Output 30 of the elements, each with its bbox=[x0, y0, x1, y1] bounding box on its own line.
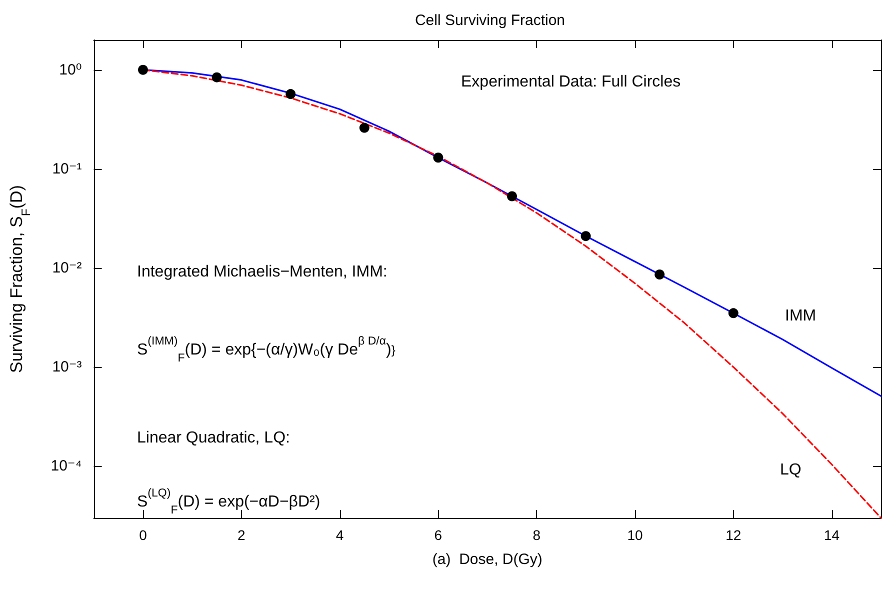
x-tick-label: 0 bbox=[139, 527, 148, 543]
point bbox=[212, 72, 222, 82]
series-label: IMM bbox=[785, 308, 816, 324]
x-axis-title: (a) Dose, D(Gy) bbox=[432, 551, 542, 568]
x-tick-label: 2 bbox=[238, 527, 246, 543]
series-label: LQ bbox=[780, 462, 802, 478]
x-tick-label: 10 bbox=[627, 527, 643, 543]
y-tick-label: 10⁻¹ bbox=[52, 160, 82, 178]
annotation: Experimental Data: Full Circles bbox=[461, 74, 681, 90]
point bbox=[507, 191, 517, 202]
point bbox=[138, 64, 148, 75]
x-tick-label: 6 bbox=[434, 527, 442, 543]
x-tick-label: 8 bbox=[532, 527, 541, 543]
y-tick-label: 10⁻² bbox=[52, 260, 82, 277]
x-tick-label: 12 bbox=[726, 527, 742, 543]
y-axis-title: Surviving Fraction, SF(D) bbox=[7, 185, 33, 373]
point bbox=[654, 270, 665, 280]
point bbox=[728, 308, 738, 318]
annotation: Linear Quadratic, LQ: bbox=[137, 430, 290, 446]
chart-title: Cell Surviving Fraction bbox=[414, 12, 566, 29]
point bbox=[433, 152, 444, 163]
x-tick-label: 4 bbox=[336, 527, 344, 543]
point bbox=[359, 122, 370, 133]
x-tick-label: 14 bbox=[824, 527, 840, 543]
y-tick-label: 10⁰ bbox=[59, 61, 82, 78]
point bbox=[580, 231, 591, 242]
annotation: Integrated Michaelis−Menten, IMM: bbox=[137, 264, 388, 280]
y-tick-label: 10⁻⁴ bbox=[50, 458, 82, 475]
y-tick-label: 10⁻³ bbox=[52, 358, 82, 376]
point bbox=[286, 89, 296, 100]
